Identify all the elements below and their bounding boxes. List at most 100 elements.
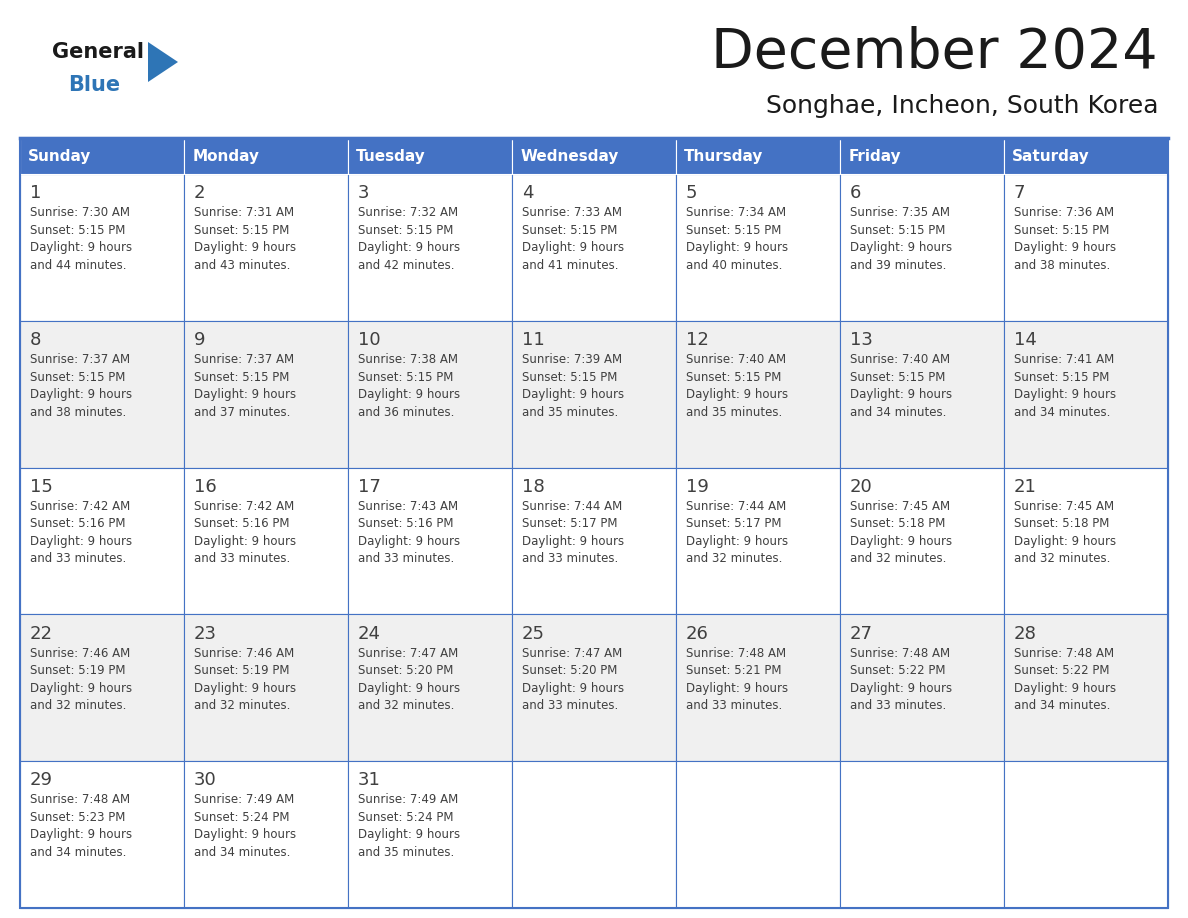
Bar: [1004, 138, 1168, 174]
Bar: [676, 138, 840, 174]
Text: Sunset: 5:24 PM: Sunset: 5:24 PM: [358, 811, 454, 824]
Text: 13: 13: [849, 331, 873, 349]
Text: Sunset: 5:15 PM: Sunset: 5:15 PM: [30, 224, 125, 237]
Text: and 40 minutes.: and 40 minutes.: [685, 259, 782, 272]
Text: Sunrise: 7:42 AM: Sunrise: 7:42 AM: [30, 500, 131, 513]
Text: Sunset: 5:15 PM: Sunset: 5:15 PM: [685, 224, 782, 237]
Text: Daylight: 9 hours: Daylight: 9 hours: [1013, 388, 1116, 401]
Text: and 41 minutes.: and 41 minutes.: [522, 259, 618, 272]
Text: Daylight: 9 hours: Daylight: 9 hours: [849, 388, 952, 401]
Text: 18: 18: [522, 478, 544, 496]
Text: Sunrise: 7:34 AM: Sunrise: 7:34 AM: [685, 207, 786, 219]
Text: Thursday: Thursday: [684, 149, 764, 163]
Text: Sunset: 5:15 PM: Sunset: 5:15 PM: [358, 371, 453, 384]
Text: 31: 31: [358, 771, 380, 789]
Text: and 34 minutes.: and 34 minutes.: [194, 846, 290, 859]
Bar: [512, 138, 676, 174]
Text: Sunrise: 7:35 AM: Sunrise: 7:35 AM: [849, 207, 950, 219]
Text: and 32 minutes.: and 32 minutes.: [30, 700, 126, 712]
Text: and 34 minutes.: and 34 minutes.: [1013, 406, 1111, 419]
Bar: [20, 761, 184, 908]
Text: Sunrise: 7:46 AM: Sunrise: 7:46 AM: [194, 646, 295, 660]
Bar: [840, 614, 1004, 761]
Polygon shape: [148, 42, 178, 82]
Bar: [512, 320, 676, 467]
Text: Sunrise: 7:49 AM: Sunrise: 7:49 AM: [194, 793, 295, 807]
Text: and 33 minutes.: and 33 minutes.: [849, 700, 946, 712]
Text: 15: 15: [30, 478, 52, 496]
Text: Sunset: 5:19 PM: Sunset: 5:19 PM: [30, 665, 126, 677]
Bar: [676, 614, 840, 761]
Bar: [1004, 174, 1168, 320]
Text: Daylight: 9 hours: Daylight: 9 hours: [1013, 682, 1116, 695]
Text: and 37 minutes.: and 37 minutes.: [194, 406, 290, 419]
Text: and 33 minutes.: and 33 minutes.: [685, 700, 782, 712]
Text: Monday: Monday: [192, 149, 259, 163]
Text: Daylight: 9 hours: Daylight: 9 hours: [30, 828, 132, 842]
Bar: [840, 138, 1004, 174]
Text: and 34 minutes.: and 34 minutes.: [30, 846, 126, 859]
Bar: [348, 761, 512, 908]
Text: 14: 14: [1013, 331, 1037, 349]
Text: and 33 minutes.: and 33 minutes.: [30, 553, 126, 565]
Text: 11: 11: [522, 331, 544, 349]
Text: and 32 minutes.: and 32 minutes.: [358, 700, 454, 712]
Bar: [20, 138, 1168, 908]
Text: Daylight: 9 hours: Daylight: 9 hours: [358, 535, 460, 548]
Text: Sunrise: 7:32 AM: Sunrise: 7:32 AM: [358, 207, 457, 219]
Text: Daylight: 9 hours: Daylight: 9 hours: [1013, 241, 1116, 254]
Bar: [676, 320, 840, 467]
Text: and 38 minutes.: and 38 minutes.: [1013, 259, 1110, 272]
Bar: [184, 614, 348, 761]
Bar: [348, 138, 512, 174]
Bar: [348, 174, 512, 320]
Bar: [840, 467, 1004, 614]
Bar: [20, 320, 184, 467]
Bar: [348, 467, 512, 614]
Text: Daylight: 9 hours: Daylight: 9 hours: [30, 682, 132, 695]
Bar: [20, 174, 184, 320]
Text: Sunrise: 7:49 AM: Sunrise: 7:49 AM: [358, 793, 459, 807]
Text: Daylight: 9 hours: Daylight: 9 hours: [522, 241, 624, 254]
Text: Sunset: 5:17 PM: Sunset: 5:17 PM: [522, 518, 618, 531]
Text: 27: 27: [849, 624, 873, 643]
Text: Daylight: 9 hours: Daylight: 9 hours: [194, 535, 296, 548]
Text: and 34 minutes.: and 34 minutes.: [849, 406, 946, 419]
Text: Daylight: 9 hours: Daylight: 9 hours: [1013, 535, 1116, 548]
Text: and 32 minutes.: and 32 minutes.: [849, 553, 946, 565]
Text: and 32 minutes.: and 32 minutes.: [685, 553, 782, 565]
Text: 7: 7: [1013, 185, 1025, 202]
Text: Sunset: 5:23 PM: Sunset: 5:23 PM: [30, 811, 125, 824]
Bar: [1004, 467, 1168, 614]
Text: and 44 minutes.: and 44 minutes.: [30, 259, 126, 272]
Text: Sunrise: 7:48 AM: Sunrise: 7:48 AM: [30, 793, 129, 807]
Text: and 43 minutes.: and 43 minutes.: [194, 259, 290, 272]
Text: 1: 1: [30, 185, 42, 202]
Bar: [184, 761, 348, 908]
Bar: [184, 174, 348, 320]
Text: Daylight: 9 hours: Daylight: 9 hours: [849, 682, 952, 695]
Bar: [20, 138, 184, 174]
Text: Sunrise: 7:46 AM: Sunrise: 7:46 AM: [30, 646, 131, 660]
Text: Sunrise: 7:39 AM: Sunrise: 7:39 AM: [522, 353, 623, 366]
Text: 9: 9: [194, 331, 206, 349]
Bar: [840, 320, 1004, 467]
Text: Sunset: 5:16 PM: Sunset: 5:16 PM: [358, 518, 454, 531]
Text: 24: 24: [358, 624, 381, 643]
Text: Sunrise: 7:38 AM: Sunrise: 7:38 AM: [358, 353, 457, 366]
Text: 19: 19: [685, 478, 709, 496]
Text: 3: 3: [358, 185, 369, 202]
Text: and 33 minutes.: and 33 minutes.: [522, 700, 618, 712]
Bar: [20, 614, 184, 761]
Text: Daylight: 9 hours: Daylight: 9 hours: [522, 388, 624, 401]
Text: and 33 minutes.: and 33 minutes.: [194, 553, 290, 565]
Text: Daylight: 9 hours: Daylight: 9 hours: [358, 388, 460, 401]
Text: Daylight: 9 hours: Daylight: 9 hours: [194, 828, 296, 842]
Bar: [840, 761, 1004, 908]
Text: Sunrise: 7:44 AM: Sunrise: 7:44 AM: [685, 500, 786, 513]
Text: 22: 22: [30, 624, 52, 643]
Text: Sunset: 5:15 PM: Sunset: 5:15 PM: [849, 371, 946, 384]
Text: Sunset: 5:15 PM: Sunset: 5:15 PM: [522, 224, 618, 237]
Text: Sunset: 5:22 PM: Sunset: 5:22 PM: [849, 665, 946, 677]
Text: and 42 minutes.: and 42 minutes.: [358, 259, 454, 272]
